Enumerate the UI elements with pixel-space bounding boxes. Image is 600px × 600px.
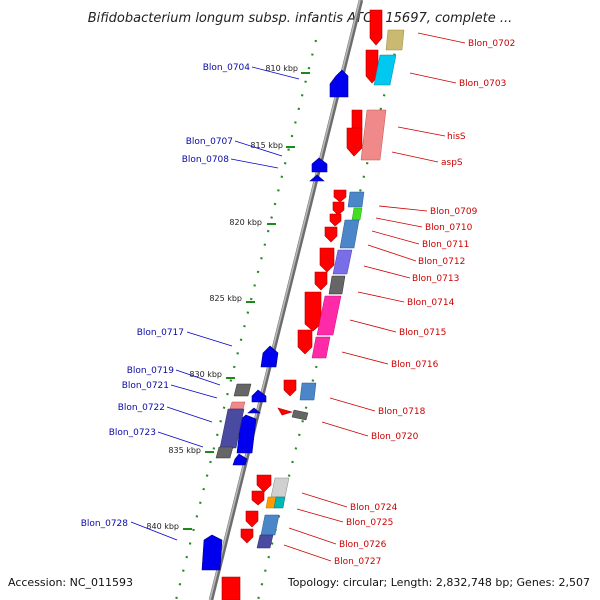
gene-label-left[interactable]: Blon_0719 [127, 366, 175, 376]
gene-arrow[interactable] [369, 9, 383, 46]
gene-label-right[interactable]: Blon_0727 [334, 557, 381, 567]
gene-label-left[interactable]: Blon_0723 [109, 428, 156, 438]
gene-label-right[interactable]: Blon_0724 [350, 503, 398, 513]
gene-arrow[interactable] [333, 189, 347, 203]
gene-arrow[interactable] [201, 534, 223, 571]
gene-arrow[interactable] [283, 379, 297, 397]
gene-label-left[interactable]: Blon_0722 [118, 403, 165, 413]
gene-arrow[interactable] [311, 157, 328, 173]
forward-strand-genes [201, 69, 349, 571]
tick-label-840: 840 kbp [146, 522, 179, 531]
gene-arrow[interactable] [221, 576, 241, 600]
tick-label-835: 835 kbp [168, 446, 201, 455]
gene-arrow[interactable] [245, 510, 259, 528]
gene-label-right[interactable]: Blon_0703 [459, 79, 506, 89]
tick-label-825: 825 kbp [209, 294, 242, 303]
gene-label-left[interactable]: Blon_0728 [81, 519, 129, 529]
gene-arrow[interactable] [297, 329, 313, 355]
gene-arrow[interactable] [329, 213, 342, 227]
gene-label-right[interactable]: Blon_0718 [378, 407, 426, 417]
gene-arrow[interactable] [324, 226, 338, 243]
gene-arrow[interactable] [309, 174, 325, 182]
gene-arrow[interactable] [260, 345, 279, 368]
tick-label-810: 810 kbp [265, 64, 298, 73]
gene-arrow[interactable] [329, 69, 349, 98]
gene-label-right[interactable]: Blon_0702 [468, 39, 515, 49]
left-label-leaders [130, 66, 300, 541]
right-label-leaders [283, 32, 466, 562]
gene-label-left[interactable]: Blon_0707 [186, 137, 233, 147]
gene-label-right[interactable]: Blon_0714 [407, 298, 455, 308]
right-gene-labels: Blon_0702 Blon_0703 hisS aspS Blon_0709 … [334, 39, 515, 567]
genome-summary-text: Topology: circular; Length: 2,832,748 bp… [287, 576, 590, 589]
gene-arrow[interactable] [277, 407, 294, 416]
gene-label-left[interactable]: Blon_0704 [203, 63, 251, 73]
gene-arrow[interactable] [256, 474, 272, 493]
gene-label-right[interactable]: hisS [447, 132, 466, 142]
gene-label-right[interactable]: Blon_0716 [391, 360, 439, 370]
left-gene-labels: Blon_0704 Blon_0707 Blon_0708 Blon_0717 … [81, 63, 251, 529]
gene-label-right[interactable]: Blon_0709 [430, 207, 478, 217]
gene-label-right[interactable]: Blon_0726 [339, 540, 387, 550]
tick-label-815: 815 kbp [250, 141, 283, 150]
gene-arrow[interactable] [251, 490, 265, 506]
tick-label-820: 820 kbp [229, 218, 262, 227]
gene-label-right[interactable]: Blon_0710 [425, 223, 473, 233]
accession-text: Accession: NC_011593 [8, 576, 133, 589]
scale-tick-marks [183, 72, 310, 530]
gene-arrow[interactable] [232, 453, 248, 466]
gene-arrow[interactable] [346, 127, 363, 157]
feature-color-boxes [215, 29, 405, 549]
gene-label-right[interactable]: Blon_0711 [422, 240, 469, 250]
gene-arrow[interactable] [332, 201, 345, 216]
gene-label-right[interactable]: Blon_0725 [346, 518, 393, 528]
gene-label-left[interactable]: Blon_0721 [122, 381, 169, 391]
gene-arrow[interactable] [240, 528, 254, 544]
gc-content-track [174, 39, 400, 600]
gene-label-right[interactable]: Blon_0713 [412, 274, 459, 284]
gene-arrow[interactable] [251, 389, 267, 403]
gene-arrow[interactable] [314, 271, 328, 291]
gene-label-left[interactable]: Blon_0717 [137, 328, 184, 338]
gene-label-right[interactable]: Blon_0715 [399, 328, 446, 338]
gene-label-right[interactable]: Blon_0720 [371, 432, 419, 442]
gene-arrow[interactable] [319, 247, 335, 273]
gene-label-right[interactable]: Blon_0712 [418, 257, 465, 267]
map-title: Bifidobacterium longum subsp. infantis A… [88, 11, 513, 26]
genome-backbone [208, 0, 364, 600]
scale-tick-labels: 810 kbp 815 kbp 820 kbp 825 kbp 830 kbp … [146, 64, 298, 531]
gene-label-right[interactable]: aspS [441, 158, 463, 168]
tick-label-830: 830 kbp [189, 370, 222, 379]
gene-arrow[interactable] [247, 407, 261, 414]
gene-label-left[interactable]: Blon_0708 [182, 155, 230, 165]
gene-arrow[interactable] [304, 291, 322, 332]
reverse-strand-genes [221, 9, 383, 600]
